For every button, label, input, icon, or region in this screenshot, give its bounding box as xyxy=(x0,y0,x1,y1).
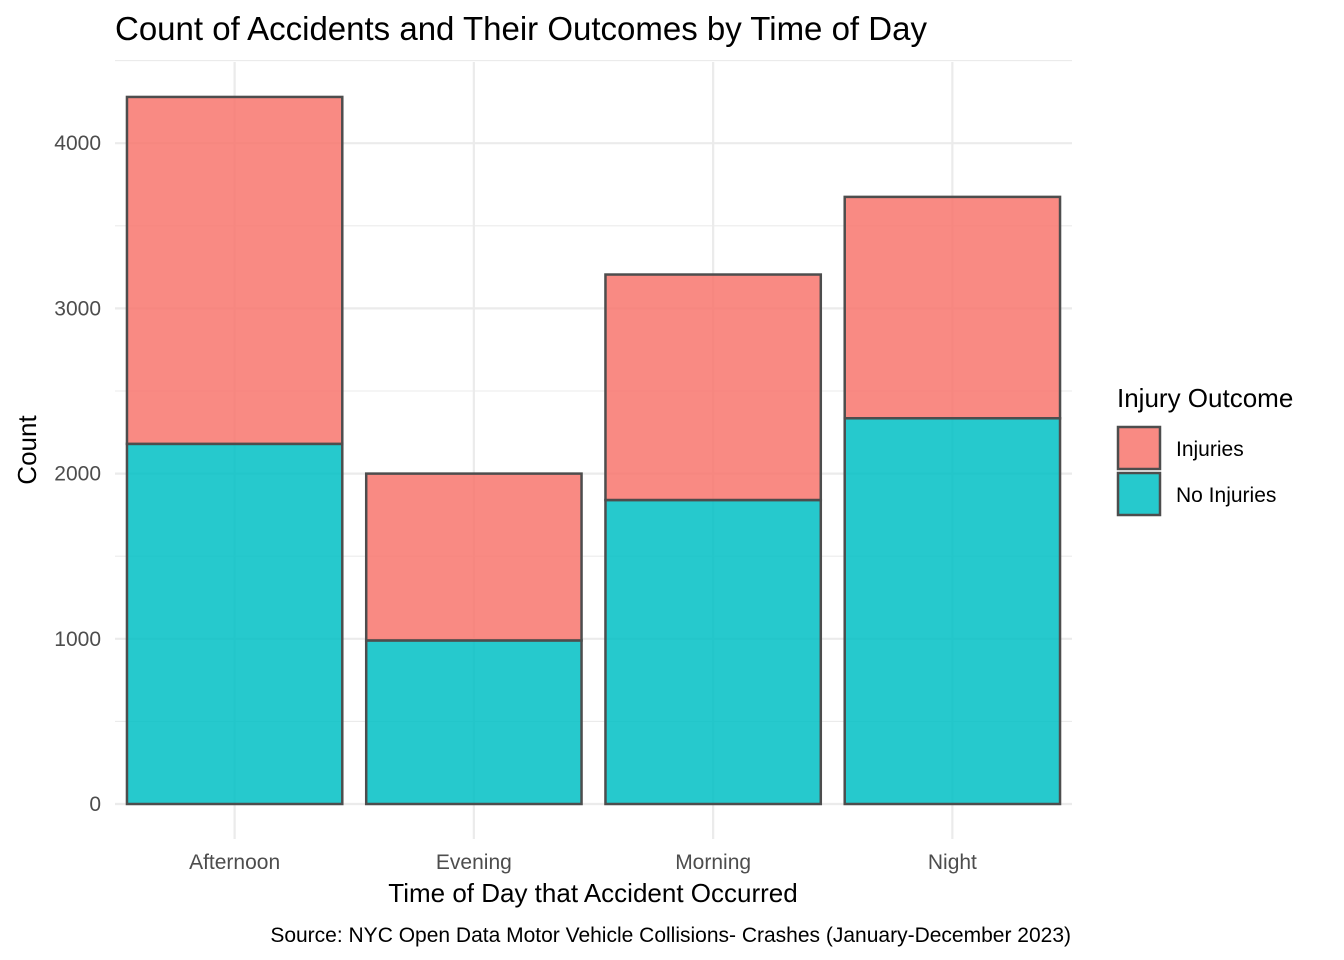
y-tick-label: 3000 xyxy=(54,297,101,320)
legend-label: No Injuries xyxy=(1176,484,1276,507)
bar-morning-no-injuries xyxy=(604,498,823,806)
bar-afternoon-injuries xyxy=(125,95,344,446)
legend-key-no-injuries xyxy=(1116,471,1162,517)
y-axis-ticks: 0 1000 2000 3000 4000 xyxy=(54,132,101,816)
bar-evening-no-injuries xyxy=(364,639,583,806)
legend-title: Injury Outcome xyxy=(1117,383,1293,413)
y-tick-label: 1000 xyxy=(54,628,101,651)
bars xyxy=(125,95,1062,806)
x-tick-label: Night xyxy=(928,851,977,874)
bar-night-injuries xyxy=(843,195,1062,420)
chart-caption: Source: NYC Open Data Motor Vehicle Coll… xyxy=(270,924,1071,947)
x-axis-title: Time of Day that Accident Occurred xyxy=(388,878,797,908)
x-tick-label: Evening xyxy=(436,851,512,874)
y-tick-label: 2000 xyxy=(54,463,101,486)
legend-label: Injuries xyxy=(1176,438,1244,461)
legend-key-injuries xyxy=(1116,425,1162,471)
bar-night-no-injuries xyxy=(843,417,1062,806)
bar-afternoon-no-injuries xyxy=(125,442,344,806)
bar-evening-injuries xyxy=(364,472,583,642)
x-tick-label: Morning xyxy=(675,851,751,874)
y-axis-title: Count xyxy=(12,415,42,485)
legend: Injury Outcome Injuries No Injuries xyxy=(1116,383,1293,517)
y-tick-label: 0 xyxy=(89,793,101,816)
y-tick-label: 4000 xyxy=(54,132,101,155)
x-tick-label: Afternoon xyxy=(189,851,280,874)
chart-title: Count of Accidents and Their Outcomes by… xyxy=(115,10,927,47)
bar-morning-injuries xyxy=(604,273,823,502)
x-axis-ticks: Afternoon Evening Morning Night xyxy=(189,851,977,874)
